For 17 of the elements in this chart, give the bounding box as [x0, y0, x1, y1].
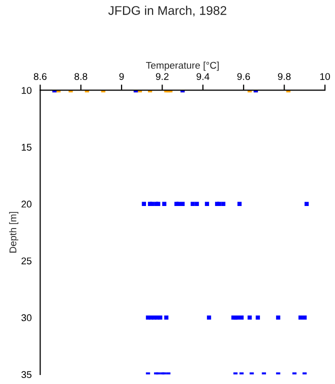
y-tick-label: 20	[22, 200, 32, 208]
y-tick-label: 30	[21, 314, 32, 322]
x-tick-label: 8.6	[34, 73, 47, 80]
y-tick-label: 25	[22, 257, 32, 264]
y-tick-label: 15	[22, 144, 32, 151]
chart-title: JFDG in March, 1982	[108, 6, 226, 16]
x-axis-title: Temperature [°C]	[146, 62, 219, 71]
y-tick-label: 35	[21, 371, 32, 378]
x-tick-label: 9.6	[237, 73, 250, 80]
x-tick-label: 9.8	[278, 73, 291, 80]
x-tick-label: 8.8	[74, 73, 88, 80]
y-axis-title: Depth [m]	[9, 212, 18, 253]
y-tick-label: 10	[22, 86, 32, 94]
x-tick-label: 10	[320, 73, 330, 80]
x-tick-label: 9	[119, 73, 124, 80]
x-tick-label: 9.4	[196, 73, 210, 80]
x-tick-label: 9.2	[156, 73, 169, 80]
